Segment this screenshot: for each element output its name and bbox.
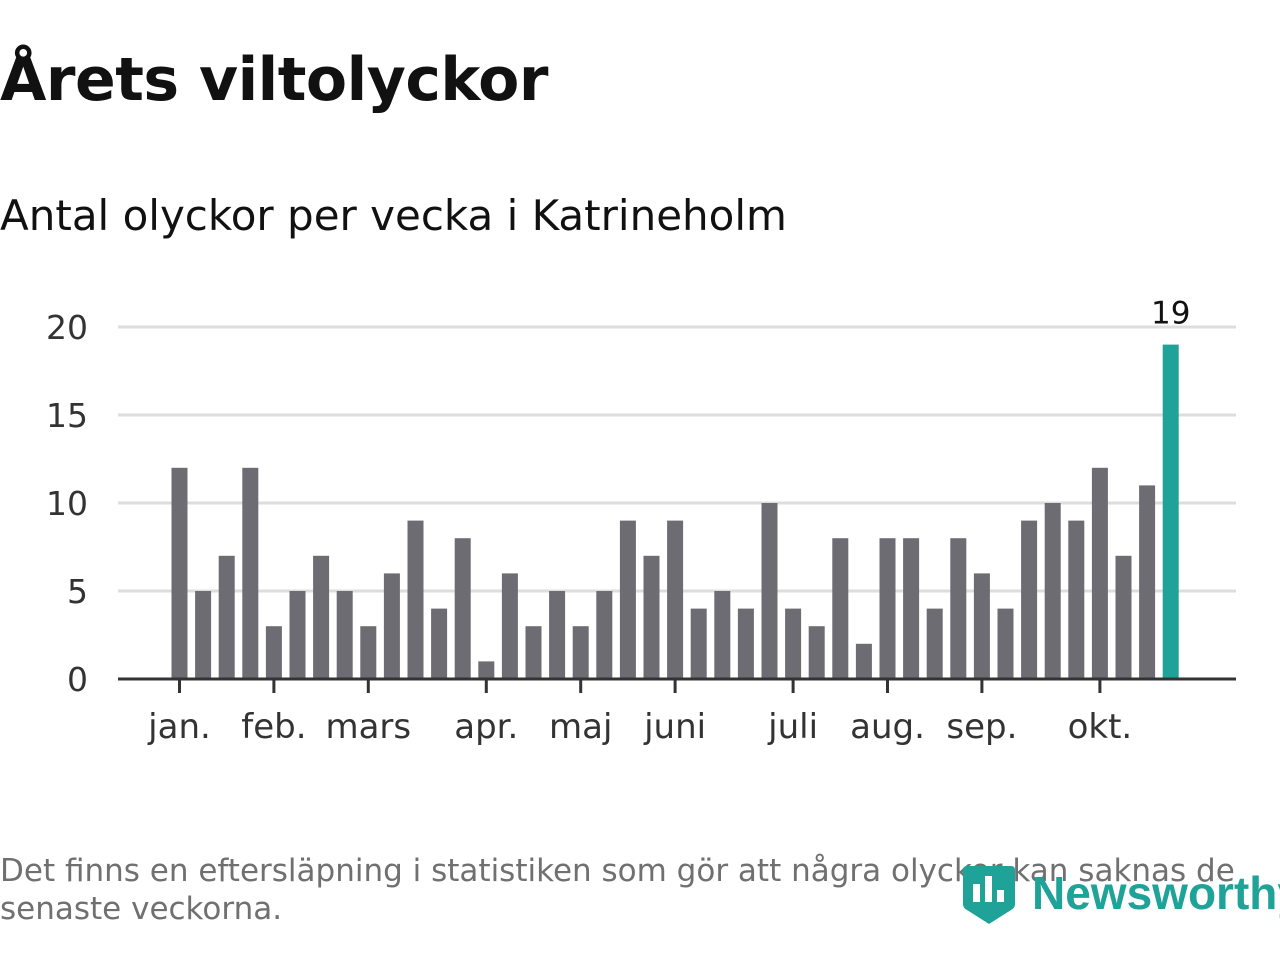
bar <box>832 538 849 679</box>
chart-subtitle: Antal olyckor per vecka i Katrineholm <box>0 191 787 240</box>
x-tick-label: maj <box>549 707 612 747</box>
bar <box>926 608 943 679</box>
brand-logo: Newsworthy <box>962 860 1280 926</box>
bar <box>1068 520 1085 679</box>
bar <box>242 467 259 679</box>
bar <box>785 608 802 679</box>
data-label-latest: 19 <box>1151 296 1190 332</box>
x-tick-label: juni <box>643 707 706 747</box>
bar <box>313 555 330 679</box>
data-labels: 19 <box>1151 296 1190 332</box>
bar <box>1021 520 1038 679</box>
footnote: Det finns en eftersläpning i statistiken… <box>0 853 1235 927</box>
bar-highlight <box>1162 344 1179 679</box>
bar <box>1139 485 1156 679</box>
x-tick-label: okt. <box>1068 707 1133 747</box>
bar <box>737 608 754 679</box>
bar <box>171 467 188 679</box>
bar <box>407 520 424 679</box>
bar <box>431 608 448 679</box>
x-tick-label: mars <box>325 707 411 747</box>
x-tick-label: feb. <box>241 707 306 747</box>
y-tick-label: 15 <box>46 396 88 435</box>
bar-chart: 0 5 10 15 20 jan. feb. mars apr. maj juni juli aug.… <box>46 296 1236 747</box>
bar <box>572 626 589 679</box>
bar <box>195 591 212 679</box>
bar <box>903 538 920 679</box>
bar <box>289 591 306 679</box>
bar <box>761 503 778 679</box>
bar <box>525 626 542 679</box>
x-tick-label: sep. <box>946 707 1017 747</box>
bar <box>950 538 967 679</box>
bar <box>667 520 684 679</box>
bar <box>690 608 707 679</box>
bar <box>973 573 990 679</box>
x-tick-label: jan. <box>147 707 211 747</box>
bar <box>855 643 872 679</box>
bar <box>454 538 471 679</box>
x-tick-label: juli <box>767 707 818 747</box>
x-axis: jan. feb. mars apr. maj juni juli aug. sep. okt. <box>118 677 1236 747</box>
bar <box>596 591 613 679</box>
bar <box>619 520 636 679</box>
bar <box>1044 503 1061 679</box>
bar <box>549 591 566 679</box>
y-tick-label: 5 <box>67 572 88 611</box>
bar <box>218 555 235 679</box>
y-axis-ticks: 0 5 10 15 20 <box>46 308 88 699</box>
bar <box>360 626 377 679</box>
bar <box>383 573 400 679</box>
bar <box>808 626 825 679</box>
bar <box>501 573 518 679</box>
bar <box>714 591 731 679</box>
chart-title: Årets viltolyckor <box>0 45 549 115</box>
bar <box>1091 467 1108 679</box>
y-tick-label: 10 <box>46 484 88 523</box>
y-tick-label: 20 <box>46 308 88 347</box>
y-tick-label: 0 <box>67 660 88 699</box>
brand-name: Newsworthy <box>1032 867 1280 919</box>
bar <box>643 555 660 679</box>
bars <box>171 344 1179 679</box>
bar <box>879 538 896 679</box>
bar <box>1115 555 1132 679</box>
bar <box>997 608 1014 679</box>
bar <box>478 661 495 679</box>
newsworthy-logo-icon <box>963 866 1015 924</box>
x-tick-label: aug. <box>850 707 925 747</box>
bar <box>265 626 282 679</box>
bar <box>336 591 353 679</box>
x-tick-label: apr. <box>454 707 518 747</box>
